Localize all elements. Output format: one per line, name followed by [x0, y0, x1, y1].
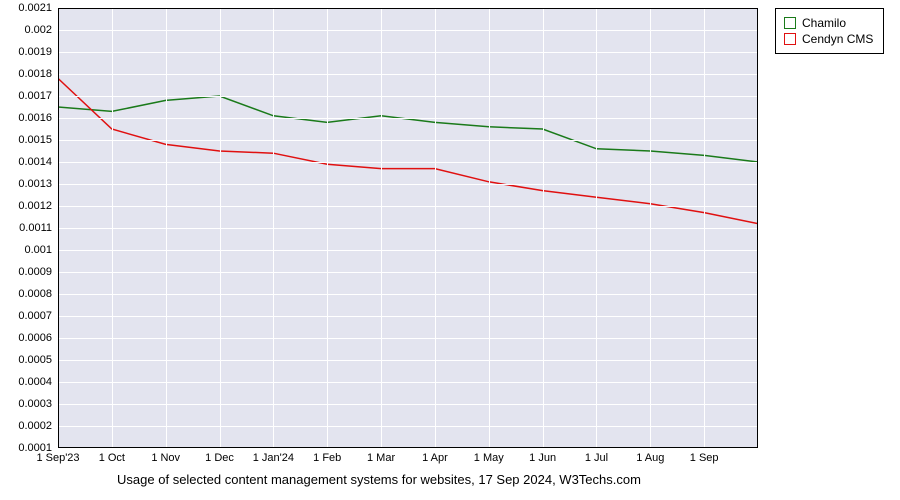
xtick-label: 1 Dec	[205, 452, 234, 464]
legend-item: Cendyn CMS	[784, 31, 873, 47]
xtick-label: 1 Mar	[367, 452, 395, 464]
xtick-label: 1 Jul	[585, 452, 608, 464]
ytick-label: 0.001	[0, 244, 52, 256]
ytick-label: 0.0014	[0, 156, 52, 168]
legend: ChamiloCendyn CMS	[775, 8, 884, 54]
xtick-label: 1 Nov	[151, 452, 180, 464]
ytick-label: 0.0017	[0, 90, 52, 102]
xtick-label: 1 Feb	[313, 452, 341, 464]
ytick-label: 0.0005	[0, 354, 52, 366]
ytick-label: 0.0012	[0, 200, 52, 212]
legend-label: Cendyn CMS	[802, 31, 873, 47]
ytick-label: 0.0008	[0, 288, 52, 300]
ytick-label: 0.0015	[0, 134, 52, 146]
ytick-label: 0.0019	[0, 46, 52, 58]
xtick-label: 1 Oct	[99, 452, 125, 464]
ytick-label: 0.0018	[0, 68, 52, 80]
xtick-label: 1 Jan'24	[253, 452, 294, 464]
xtick-label: 1 Jun	[529, 452, 556, 464]
legend-item: Chamilo	[784, 15, 873, 31]
ytick-label: 0.0013	[0, 178, 52, 190]
legend-swatch	[784, 17, 796, 29]
xtick-label: 1 May	[474, 452, 504, 464]
xtick-label: 1 Sep'23	[36, 452, 79, 464]
ytick-label: 0.0011	[0, 222, 52, 234]
ytick-label: 0.0006	[0, 332, 52, 344]
xtick-label: 1 Aug	[636, 452, 664, 464]
plot-area	[58, 8, 758, 448]
ytick-label: 0.0007	[0, 310, 52, 322]
xtick-label: 1 Apr	[422, 452, 448, 464]
legend-label: Chamilo	[802, 15, 846, 31]
chart-caption: Usage of selected content management sys…	[0, 472, 758, 487]
ytick-label: 0.0003	[0, 398, 52, 410]
ytick-label: 0.002	[0, 24, 52, 36]
chart-page: 0.00010.00020.00030.00040.00050.00060.00…	[0, 0, 900, 500]
ytick-label: 0.0002	[0, 420, 52, 432]
ytick-label: 0.0021	[0, 2, 52, 14]
series-line	[58, 96, 758, 162]
legend-swatch	[784, 33, 796, 45]
ytick-label: 0.0009	[0, 266, 52, 278]
ytick-label: 0.0016	[0, 112, 52, 124]
xtick-label: 1 Sep	[690, 452, 719, 464]
ytick-label: 0.0004	[0, 376, 52, 388]
